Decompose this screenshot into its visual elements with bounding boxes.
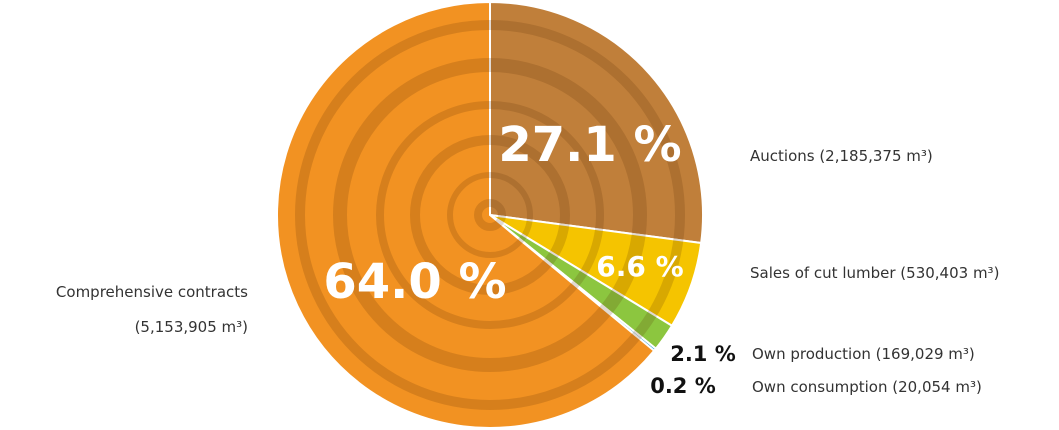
legend-label: Sales of cut lumber (530,403 m³): [750, 264, 1000, 282]
legend-label: Auctions (2,185,375 m³): [750, 147, 933, 165]
legend-label: Own consumption (20,054 m³): [752, 378, 982, 396]
legend-label: Comprehensive contracts (5,153,905 m³): [55, 283, 248, 336]
value-label: 27.1 %: [498, 117, 681, 173]
value-label: 64.0 %: [323, 254, 506, 310]
pie-slice: [489, 0, 704, 245]
pie-slice: [276, 0, 656, 429]
legend-label: Own production (169,029 m³): [752, 345, 975, 363]
value-label: 6.6 %: [596, 250, 683, 283]
value-label: 2.1 %: [670, 342, 736, 366]
value-label: 0.2 %: [650, 374, 716, 398]
